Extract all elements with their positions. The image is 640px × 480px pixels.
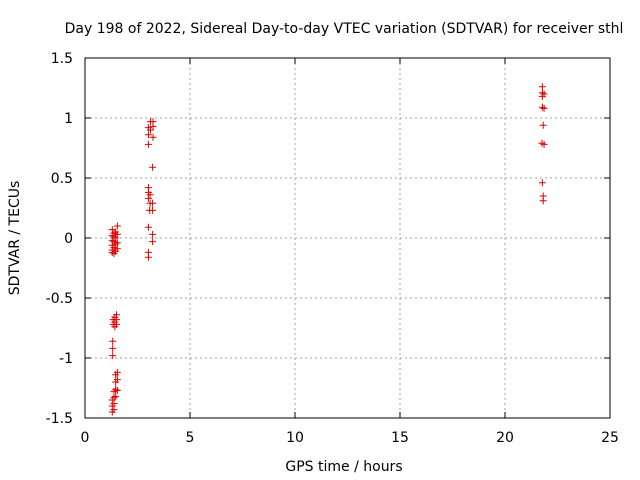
data-point xyxy=(539,197,547,205)
data-point xyxy=(110,406,118,414)
data-point xyxy=(540,90,548,98)
data-point xyxy=(146,191,154,199)
chart-title: Day 198 of 2022, Sidereal Day-to-day VTE… xyxy=(65,21,624,37)
data-point xyxy=(110,244,118,252)
data-point xyxy=(144,253,152,261)
data-point xyxy=(144,223,152,231)
x-tick-label: 25 xyxy=(601,430,619,446)
data-point xyxy=(538,83,546,91)
data-point xyxy=(113,230,121,238)
data-point xyxy=(109,352,117,360)
data-point xyxy=(112,234,120,242)
y-tick-label: 1 xyxy=(64,111,73,127)
data-point xyxy=(149,163,157,171)
data-point xyxy=(144,194,152,202)
y-tick-label: -1.5 xyxy=(46,411,73,427)
y-tick-label: 0 xyxy=(64,231,73,247)
y-tick-label: 0.5 xyxy=(51,171,73,187)
x-tick-label: 10 xyxy=(286,430,304,446)
data-point xyxy=(110,400,118,408)
x-tick-label: 15 xyxy=(391,430,409,446)
y-tick-label: 1.5 xyxy=(51,51,73,67)
data-point xyxy=(113,386,121,394)
data-point xyxy=(147,126,155,134)
data-point xyxy=(144,131,152,139)
data-point xyxy=(149,238,157,246)
data-point xyxy=(113,245,121,253)
data-point xyxy=(110,394,118,402)
data-point xyxy=(540,104,548,112)
data-point xyxy=(113,239,121,247)
data-point xyxy=(109,344,117,352)
data-point xyxy=(540,140,548,148)
data-point xyxy=(112,392,120,400)
x-axis-label: GPS time / hours xyxy=(285,459,402,475)
data-point xyxy=(144,140,152,148)
x-tick-label: 5 xyxy=(186,430,195,446)
axis-ticks: 0 5 10 15 20 25 -1.5 -1 -0.5 0 0.5 1 1.5 xyxy=(46,51,619,446)
data-point xyxy=(108,248,116,256)
data-point xyxy=(112,385,120,393)
data-point xyxy=(112,240,120,248)
data-point xyxy=(538,103,546,111)
data-point xyxy=(109,337,117,345)
grid xyxy=(85,58,610,418)
data-point xyxy=(149,133,157,141)
data-point xyxy=(149,230,157,238)
y-tick-label: -0.5 xyxy=(46,291,73,307)
y-tick-label: -1 xyxy=(59,351,73,367)
x-tick-label: 20 xyxy=(496,430,514,446)
data-point xyxy=(113,368,121,376)
data-point xyxy=(149,206,157,214)
x-tick-label: 0 xyxy=(81,430,90,446)
data-point xyxy=(149,122,157,130)
data-point xyxy=(149,199,157,207)
data-point xyxy=(113,376,121,384)
data-point xyxy=(113,222,121,230)
data-points xyxy=(108,83,548,416)
y-axis-label: SDTVAR / TECUs xyxy=(7,181,23,296)
data-point xyxy=(113,320,120,328)
data-point xyxy=(538,179,546,187)
data-point xyxy=(539,121,547,129)
